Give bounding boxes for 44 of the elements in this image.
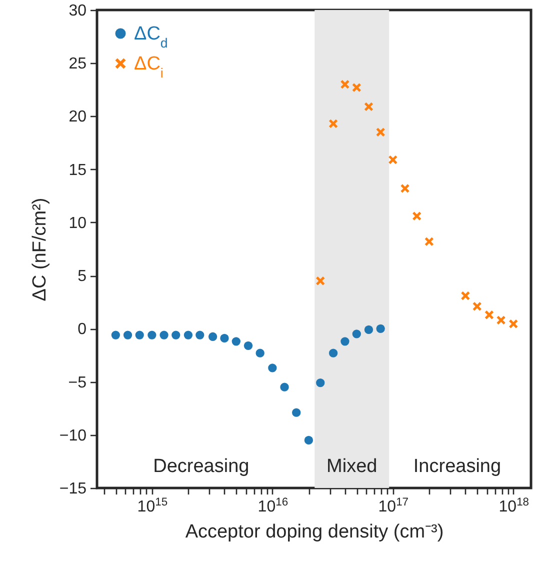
y-tick-label: 0 xyxy=(78,321,87,338)
legend-label: ΔC$_{i}$ xyxy=(134,54,164,80)
point xyxy=(208,332,218,341)
point xyxy=(220,334,229,343)
y-tick-label: 15 xyxy=(68,162,87,179)
y-axis-title: ΔC (nF/cm²) xyxy=(29,198,50,302)
point xyxy=(340,337,350,346)
point xyxy=(256,348,264,358)
point xyxy=(352,330,361,338)
y-tick-label: 5 xyxy=(78,268,87,286)
point xyxy=(184,330,193,340)
y-tick-label: 10 xyxy=(68,214,87,232)
point xyxy=(268,364,277,372)
y-tick-label: −15 xyxy=(59,480,87,498)
annotation: Decreasing xyxy=(153,456,250,477)
point xyxy=(135,330,144,340)
point xyxy=(172,330,180,340)
point xyxy=(148,330,156,340)
y-tick-label: 30 xyxy=(68,2,87,20)
point xyxy=(364,325,374,334)
y-tick-label: −5 xyxy=(68,374,87,392)
annotation: Increasing xyxy=(413,456,502,477)
point xyxy=(196,330,204,340)
point xyxy=(304,436,314,445)
x-axis-title: Acceptor doping density (cm⁻³) xyxy=(185,522,444,542)
legend-label: ΔC$_{d}$ xyxy=(134,24,168,50)
x-tick-label: 10$^{15}$ xyxy=(137,496,168,516)
point xyxy=(123,330,132,340)
x-tick-label: 10$^{17}$ xyxy=(378,496,409,516)
band-label: Mixed xyxy=(326,456,378,477)
x-tick-label: 10$^{16}$ xyxy=(258,496,288,516)
point xyxy=(292,408,301,417)
y-tick-label: −10 xyxy=(59,427,87,444)
x-tick-label: 10$^{18}$ xyxy=(498,496,530,516)
point xyxy=(376,324,385,333)
point xyxy=(244,341,253,350)
point xyxy=(111,330,120,340)
point xyxy=(232,337,240,346)
point xyxy=(280,382,289,392)
point xyxy=(328,348,338,358)
y-tick-label: 25 xyxy=(68,56,87,73)
y-tick-label: 20 xyxy=(68,108,87,126)
point xyxy=(160,330,168,340)
point xyxy=(316,378,325,388)
